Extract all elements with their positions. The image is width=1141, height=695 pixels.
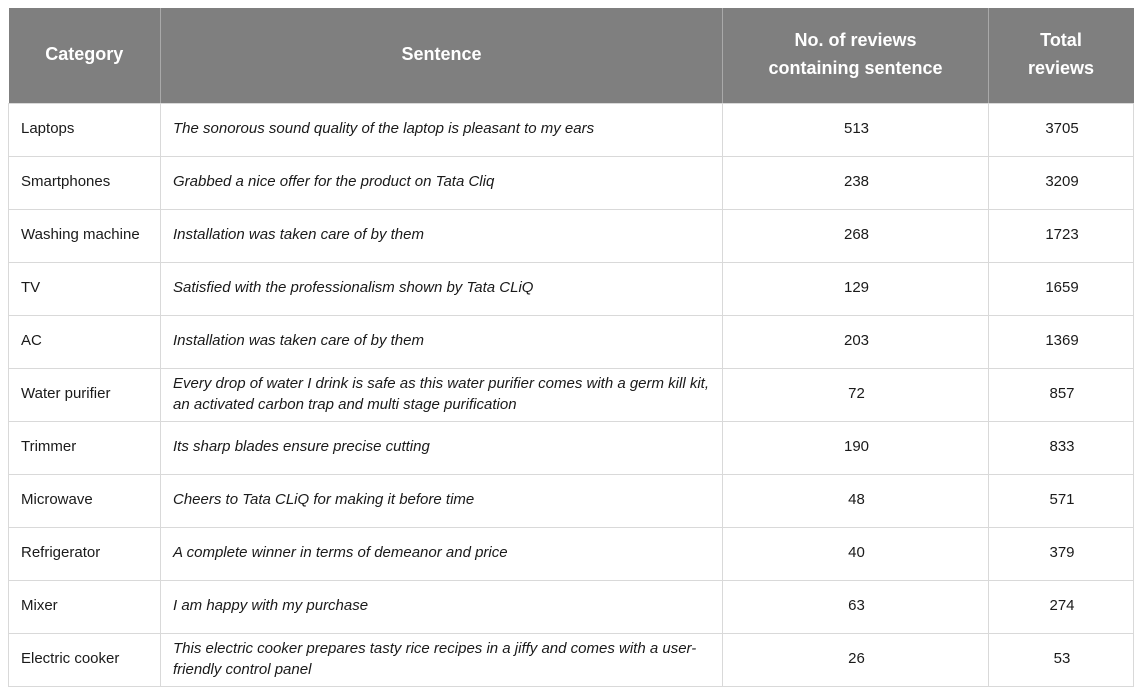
review-count-cell: 129: [722, 261, 989, 316]
total-reviews-cell: 1659: [988, 261, 1134, 316]
review-count-cell: 26: [722, 632, 989, 687]
sentence-cell: Its sharp blades ensure precise cutting: [160, 420, 723, 475]
category-cell: Electric cooker: [8, 632, 161, 687]
table-row: Washing machine Installation was taken c…: [8, 208, 1134, 263]
table-row: Electric cooker This electric cooker pre…: [8, 632, 1134, 687]
review-count-cell: 203: [722, 314, 989, 369]
review-sentences-table: Category Sentence No. of reviews contain…: [8, 8, 1134, 687]
sentence-cell: Every drop of water I drink is safe as t…: [160, 367, 723, 422]
category-cell: AC: [8, 314, 161, 369]
category-cell: Washing machine: [8, 208, 161, 263]
sentence-cell: Installation was taken care of by them: [160, 314, 723, 369]
total-reviews-cell: 53: [988, 632, 1134, 687]
header-row: Category Sentence No. of reviews contain…: [8, 8, 1134, 104]
category-cell: Trimmer: [8, 420, 161, 475]
sentence-cell: Grabbed a nice offer for the product on …: [160, 155, 723, 210]
category-cell: Refrigerator: [8, 526, 161, 581]
category-cell: Laptops: [8, 102, 161, 157]
table-row: Laptops The sonorous sound quality of th…: [8, 102, 1134, 157]
total-reviews-cell: 274: [988, 579, 1134, 634]
header-sentence: Sentence: [160, 8, 723, 104]
sentence-cell: The sonorous sound quality of the laptop…: [160, 102, 723, 157]
table-row: Microwave Cheers to Tata CLiQ for making…: [8, 473, 1134, 528]
sentence-cell: A complete winner in terms of demeanor a…: [160, 526, 723, 581]
review-count-cell: 63: [722, 579, 989, 634]
review-count-cell: 40: [722, 526, 989, 581]
table-row: AC Installation was taken care of by the…: [8, 314, 1134, 369]
review-count-cell: 72: [722, 367, 989, 422]
total-reviews-cell: 1369: [988, 314, 1134, 369]
total-reviews-cell: 1723: [988, 208, 1134, 263]
category-cell: Water purifier: [8, 367, 161, 422]
sentence-cell: Cheers to Tata CLiQ for making it before…: [160, 473, 723, 528]
header-total-reviews: Total reviews: [988, 8, 1134, 104]
review-count-cell: 48: [722, 473, 989, 528]
total-reviews-cell: 3209: [988, 155, 1134, 210]
header-category: Category: [8, 8, 161, 104]
header-review-count: No. of reviews containing sentence: [722, 8, 989, 104]
category-cell: Mixer: [8, 579, 161, 634]
sentence-cell: This electric cooker prepares tasty rice…: [160, 632, 723, 687]
total-reviews-cell: 857: [988, 367, 1134, 422]
sentence-cell: Installation was taken care of by them: [160, 208, 723, 263]
table-row: Trimmer Its sharp blades ensure precise …: [8, 420, 1134, 475]
table-body: Laptops The sonorous sound quality of th…: [8, 102, 1134, 687]
review-count-cell: 238: [722, 155, 989, 210]
table-row: Mixer I am happy with my purchase 63 274: [8, 579, 1134, 634]
table-row: TV Satisfied with the professionalism sh…: [8, 261, 1134, 316]
total-reviews-cell: 379: [988, 526, 1134, 581]
total-reviews-cell: 3705: [988, 102, 1134, 157]
table-header: Category Sentence No. of reviews contain…: [8, 8, 1134, 104]
review-count-cell: 513: [722, 102, 989, 157]
review-count-cell: 268: [722, 208, 989, 263]
total-reviews-cell: 571: [988, 473, 1134, 528]
table-row: Refrigerator A complete winner in terms …: [8, 526, 1134, 581]
table-row: Smartphones Grabbed a nice offer for the…: [8, 155, 1134, 210]
table-row: Water purifier Every drop of water I dri…: [8, 367, 1134, 422]
category-cell: Microwave: [8, 473, 161, 528]
total-reviews-cell: 833: [988, 420, 1134, 475]
sentence-cell: Satisfied with the professionalism shown…: [160, 261, 723, 316]
review-count-cell: 190: [722, 420, 989, 475]
category-cell: TV: [8, 261, 161, 316]
category-cell: Smartphones: [8, 155, 161, 210]
sentence-cell: I am happy with my purchase: [160, 579, 723, 634]
